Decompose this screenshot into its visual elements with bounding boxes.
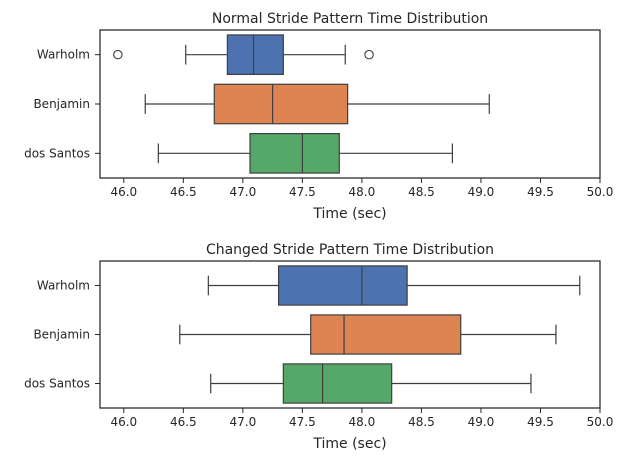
box-dos-santos — [210, 363, 532, 404]
outlier-point — [113, 49, 123, 60]
y-tick-label: Benjamin — [33, 328, 90, 342]
box-iqr — [226, 34, 284, 76]
y-tick-label: dos Santos — [24, 377, 90, 391]
x-tick-label: 48.5 — [408, 415, 435, 429]
y-tick-label: Benjamin — [33, 97, 90, 111]
x-tick-label: 48.0 — [349, 415, 376, 429]
x-tick-label: 48.5 — [408, 185, 435, 199]
x-axis-label: Time (sec) — [312, 206, 386, 222]
x-tick-label: 47.0 — [229, 185, 256, 199]
x-tick-label: 49.0 — [468, 415, 495, 429]
x-tick-label: 49.0 — [468, 185, 495, 199]
x-axis-label: Time (sec) — [312, 436, 386, 452]
axes-frame — [99, 29, 601, 179]
box-benjamin — [179, 314, 557, 355]
box-iqr — [213, 83, 349, 125]
chart-panel-2: Changed Stride Pattern Time Distribution… — [24, 242, 613, 452]
x-tick-label: 47.0 — [229, 415, 256, 429]
chart-title: Changed Stride Pattern Time Distribution — [206, 242, 494, 258]
y-tick-label: Warholm — [37, 48, 90, 62]
x-tick-label: 49.5 — [527, 415, 554, 429]
box-iqr — [310, 314, 462, 355]
box-iqr — [282, 363, 393, 404]
outlier-point — [364, 49, 374, 60]
x-tick-label: 46.0 — [110, 185, 137, 199]
axes-frame — [99, 260, 601, 409]
box-warholm — [207, 265, 581, 306]
y-tick-label: Warholm — [37, 279, 90, 293]
box-benjamin — [144, 83, 490, 125]
x-tick-label: 49.5 — [527, 185, 554, 199]
box-iqr — [249, 133, 340, 174]
x-tick-label: 46.5 — [170, 185, 197, 199]
box-iqr — [277, 265, 408, 306]
x-tick-label: 50.0 — [587, 415, 614, 429]
box-dos-santos — [157, 133, 453, 174]
chart-title: Normal Stride Pattern Time Distribution — [212, 11, 488, 27]
chart-panel-1: Normal Stride Pattern Time Distribution W… — [24, 11, 613, 222]
x-tick-label: 48.0 — [349, 185, 376, 199]
y-tick-label: dos Santos — [24, 146, 90, 160]
x-tick-label: 46.0 — [110, 415, 137, 429]
x-tick-label: 47.5 — [289, 415, 316, 429]
x-tick-label: 50.0 — [587, 185, 614, 199]
x-tick-label: 47.5 — [289, 185, 316, 199]
box-warholm — [113, 34, 374, 76]
x-tick-label: 46.5 — [170, 415, 197, 429]
